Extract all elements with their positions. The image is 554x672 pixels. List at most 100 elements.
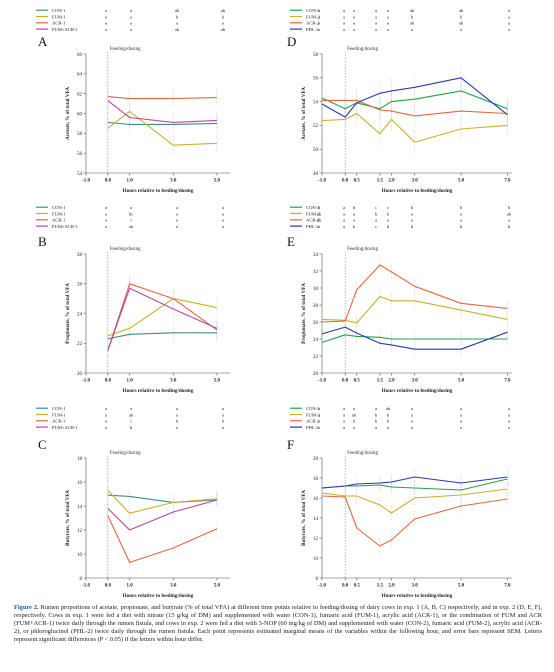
y-tick-label: 54 (313, 100, 319, 105)
significance-letter: a (130, 14, 132, 19)
x-tick-label: 5.0 (458, 179, 465, 184)
y-tick-label: 14 (77, 505, 83, 510)
x-tick-label: 1.5 (377, 379, 384, 384)
x-axis-title: Hours relative to feeding/dosing (382, 593, 453, 599)
significance-letter: a (387, 21, 389, 26)
significance-letter: b (387, 419, 390, 424)
significance-letter: a (176, 406, 178, 411)
x-tick-label: 5.0 (214, 179, 221, 184)
x-tick-label: 3.0 (170, 584, 177, 589)
significance-letter: a (343, 412, 345, 417)
feeding-dosing-label: Feeding/dosing (347, 47, 378, 52)
series-line (108, 284, 217, 351)
legend-label: CON-1 (52, 205, 66, 210)
significance-letter: a (343, 21, 345, 26)
significance-letter: a (460, 406, 462, 411)
series-line (108, 122, 217, 124)
x-tick-label: 7.0 (504, 179, 511, 184)
panel-label: E (287, 234, 295, 249)
significance-letter: a (222, 205, 224, 210)
significance-letter: b (460, 14, 463, 19)
significance-letter: c (387, 205, 389, 210)
significance-letter: a (222, 21, 224, 26)
legend-label: FUM-1 (52, 14, 66, 19)
y-tick-label: 22 (313, 355, 319, 360)
y-tick-label: 20 (77, 372, 83, 377)
y-tick-label: 58 (77, 132, 83, 137)
significance-letter: ab (507, 211, 512, 216)
y-axis-title: Propionate, % of total VFA (65, 283, 71, 344)
significance-letter: a (222, 211, 224, 216)
y-axis-title: Acetate, % of total VFA (301, 87, 307, 140)
series-line (108, 288, 217, 351)
x-tick-label: 5.0 (458, 379, 465, 384)
panel-label: A (38, 34, 48, 49)
significance-letter: a (318, 27, 320, 32)
y-tick-label: 56 (313, 77, 319, 82)
significance-letter: a (375, 425, 377, 430)
significance-letter: ab (459, 8, 464, 13)
significance-letter: a (130, 21, 132, 26)
y-tick-label: 28 (313, 304, 319, 309)
significance-letter: a (411, 406, 413, 411)
significance-letter: b (353, 205, 356, 210)
significance-letter: a (130, 406, 132, 411)
significance-letter: a (460, 425, 462, 430)
significance-letter: a (353, 406, 355, 411)
significance-letter: b (222, 419, 225, 424)
significance-letter: ab (221, 27, 226, 32)
significance-letter: a (460, 412, 462, 417)
significance-letter: b (411, 224, 414, 229)
x-tick-label: 3.0 (412, 379, 419, 384)
x-tick-label: 0.5 (354, 379, 361, 384)
x-tick-label: 5.0 (214, 379, 221, 384)
significance-letter: a (353, 14, 355, 19)
significance-letter: b (176, 14, 179, 19)
feeding-dosing-label: Feeding/dosing (347, 451, 378, 456)
series-line (108, 333, 217, 339)
significance-letter: ab (129, 224, 134, 229)
significance-letter: a (387, 14, 389, 19)
significance-letter: a (105, 21, 107, 26)
significance-letter: a (105, 224, 107, 229)
significance-letter: a (222, 218, 224, 223)
x-axis-title: Hours relative to feeding/dosing (382, 388, 453, 394)
significance-letter: b (318, 205, 321, 210)
significance-letter: a (176, 218, 178, 223)
significance-letter: bc (129, 211, 133, 216)
legend-label: FUM-1 (52, 211, 66, 216)
series-line (108, 490, 217, 513)
significance-letter: b (411, 205, 414, 210)
x-tick-label: 1.5 (377, 584, 384, 589)
significance-letter: a (318, 406, 320, 411)
legend-label: FUM+ACR-1 (52, 224, 79, 229)
significance-letter: a (411, 27, 413, 32)
x-tick-label: -1.0 (82, 179, 90, 184)
significance-letter: a (176, 211, 178, 216)
significance-letter: a (318, 412, 320, 417)
significance-letter: c (130, 218, 132, 223)
significance-letter: a (508, 27, 510, 32)
y-tick-label: 58 (313, 53, 319, 58)
significance-letter: ab (459, 21, 464, 26)
significance-letter: a (353, 211, 355, 216)
y-axis-title: Acetate, % of total VFA (65, 87, 71, 140)
legend-label: CON-1 (52, 406, 66, 411)
significance-letter: a (508, 8, 510, 13)
legend-label: ACR-1 (52, 419, 66, 424)
significance-letter: a (105, 8, 107, 13)
y-tick-label: 34 (313, 253, 319, 258)
x-tick-label: 0.0 (342, 179, 349, 184)
significance-letter: ab (317, 211, 322, 216)
significance-letter: ab (352, 412, 357, 417)
y-axis-title: Butyrate, % of total VFA (65, 490, 71, 546)
significance-letter: b (508, 205, 511, 210)
significance-letter: b (353, 419, 356, 424)
significance-letter: c (130, 419, 132, 424)
significance-letter: b (411, 14, 414, 19)
x-tick-label: 0.0 (105, 179, 112, 184)
significance-letter: a (387, 27, 389, 32)
significance-letter: a (508, 21, 510, 26)
significance-letter: a (411, 218, 413, 223)
